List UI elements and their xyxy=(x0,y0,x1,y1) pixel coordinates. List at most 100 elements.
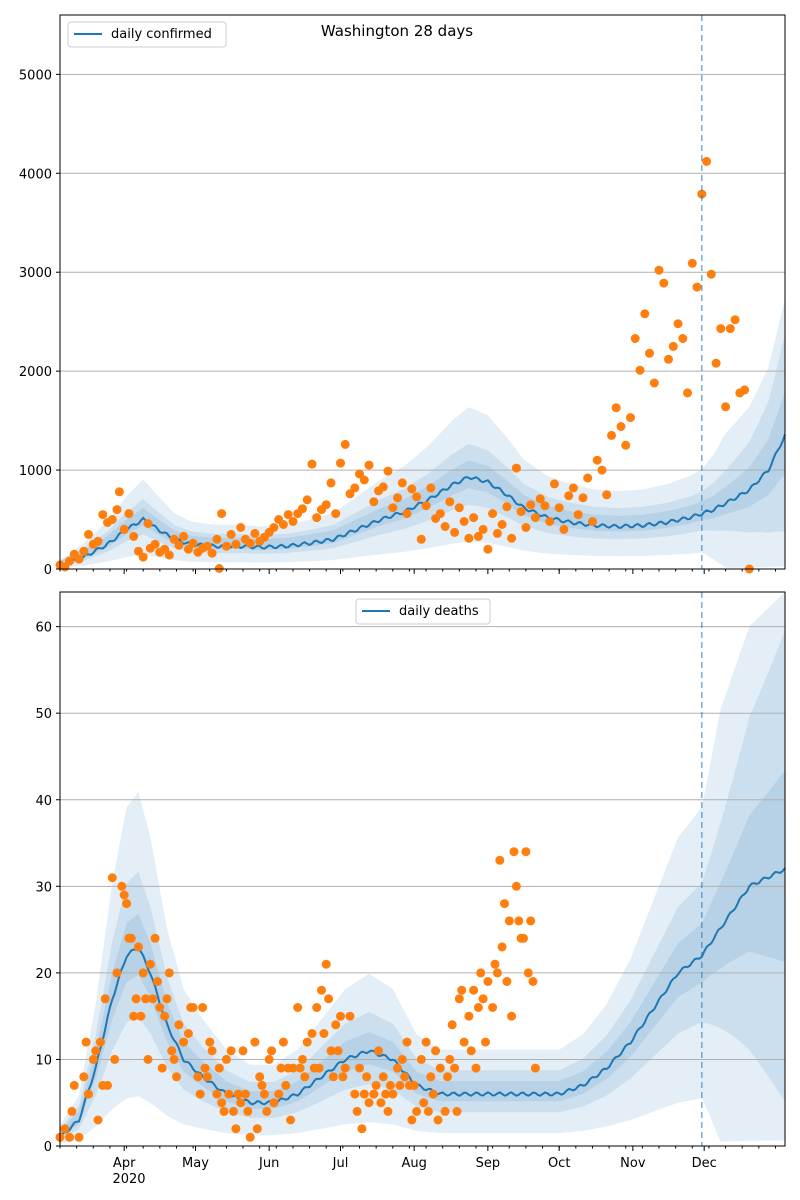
observed-point xyxy=(607,430,616,440)
observed-point xyxy=(464,1011,474,1021)
observed-point xyxy=(65,1132,74,1142)
observed-point xyxy=(321,500,331,510)
x-tick-label: Sep xyxy=(476,1156,501,1171)
observed-point xyxy=(640,309,650,319)
observed-point xyxy=(711,358,721,368)
observed-point xyxy=(706,269,716,279)
observed-point xyxy=(469,513,479,523)
observed-point xyxy=(188,538,198,548)
observed-point xyxy=(509,847,519,857)
observed-point xyxy=(302,1037,312,1047)
observed-point xyxy=(307,459,317,469)
observed-point xyxy=(592,455,602,465)
observed-point xyxy=(428,1089,438,1099)
observed-point xyxy=(117,881,127,891)
observed-point xyxy=(416,534,426,544)
observed-point xyxy=(107,873,117,883)
observed-point xyxy=(217,1098,227,1108)
observed-point xyxy=(419,1098,429,1108)
observed-point xyxy=(440,522,450,531)
observed-point xyxy=(355,469,364,479)
observed-point xyxy=(188,1003,198,1012)
observed-point xyxy=(495,855,505,865)
observed-point xyxy=(233,1089,243,1099)
observed-point xyxy=(295,1063,305,1073)
observed-point xyxy=(466,1046,476,1056)
observed-point xyxy=(269,1098,279,1108)
observed-point xyxy=(476,968,486,978)
observed-point xyxy=(497,520,507,529)
observed-point xyxy=(740,385,750,395)
observed-point xyxy=(630,334,640,343)
observed-point xyxy=(119,890,129,900)
observed-point xyxy=(60,1124,70,1134)
observed-point xyxy=(331,509,341,519)
observed-point xyxy=(626,413,635,423)
observed-point xyxy=(269,523,279,532)
observed-point xyxy=(621,440,631,450)
uncertainty-band xyxy=(60,299,785,569)
observed-point xyxy=(364,1098,374,1108)
observed-point xyxy=(355,1063,364,1073)
uncertainty-band xyxy=(60,391,785,568)
observed-point xyxy=(473,531,483,541)
observed-point xyxy=(507,533,517,543)
observed-point xyxy=(483,977,493,986)
observed-point xyxy=(314,1063,324,1073)
observed-point xyxy=(160,1011,170,1021)
observed-point xyxy=(702,156,712,166)
observed-point xyxy=(138,968,148,978)
x-tick-label: Dec xyxy=(692,1156,717,1171)
observed-point xyxy=(164,550,174,560)
observed-point xyxy=(93,1115,103,1125)
observed-point xyxy=(298,504,307,514)
observed-point xyxy=(245,1132,255,1142)
observed-point xyxy=(302,495,312,505)
y-tick-label: 0 xyxy=(44,1140,52,1155)
observed-point xyxy=(588,517,597,526)
observed-point xyxy=(378,482,388,492)
observed-point xyxy=(231,539,241,549)
observed-point xyxy=(402,1037,412,1047)
observed-point xyxy=(530,513,540,523)
observed-point xyxy=(450,1063,460,1073)
deaths-y-axis: 0 10 20 30 40 50 60 xyxy=(35,621,60,1155)
y-tick-label: 1000 xyxy=(19,464,52,479)
observed-point xyxy=(412,492,422,502)
deaths-panel: 0 10 20 30 40 50 60 Apr May Jun Jul Aug Sep Oct Nov De… xyxy=(35,591,786,1187)
observed-point xyxy=(721,402,731,412)
observed-point xyxy=(645,348,654,358)
observed-point xyxy=(267,1046,277,1056)
observed-point xyxy=(98,510,108,520)
observed-point xyxy=(421,501,431,511)
observed-point xyxy=(573,510,583,520)
y-tick-label: 5000 xyxy=(19,68,52,83)
observed-point xyxy=(276,1063,286,1073)
observed-point xyxy=(369,497,379,507)
y-tick-label: 3000 xyxy=(19,266,52,281)
observed-point xyxy=(602,490,612,500)
x-tick-label: Aug xyxy=(401,1156,426,1171)
observed-point xyxy=(500,899,509,909)
observed-point xyxy=(84,529,93,539)
y-tick-label: 20 xyxy=(35,967,52,982)
observed-point xyxy=(131,994,141,1004)
observed-point xyxy=(150,933,160,943)
confirmed-panel: 0 1000 2000 3000 4000 5000 daily confirmed Wa… xyxy=(19,14,786,578)
observed-point xyxy=(224,1089,234,1099)
observed-point xyxy=(659,278,669,288)
observed-point xyxy=(697,189,707,199)
observed-point xyxy=(549,479,559,489)
observed-point xyxy=(179,531,189,541)
confirmed-x-axis xyxy=(59,569,776,574)
observed-point xyxy=(138,552,148,562)
deaths-legend: daily deaths xyxy=(355,598,491,625)
confirmed-legend-label: daily confirmed xyxy=(111,27,212,42)
observed-point xyxy=(471,1063,481,1073)
observed-point xyxy=(110,1054,120,1064)
observed-point xyxy=(167,1046,177,1056)
observed-point xyxy=(376,1098,386,1108)
observed-point xyxy=(668,341,678,351)
observed-point xyxy=(497,942,507,952)
observed-point xyxy=(459,1037,469,1047)
